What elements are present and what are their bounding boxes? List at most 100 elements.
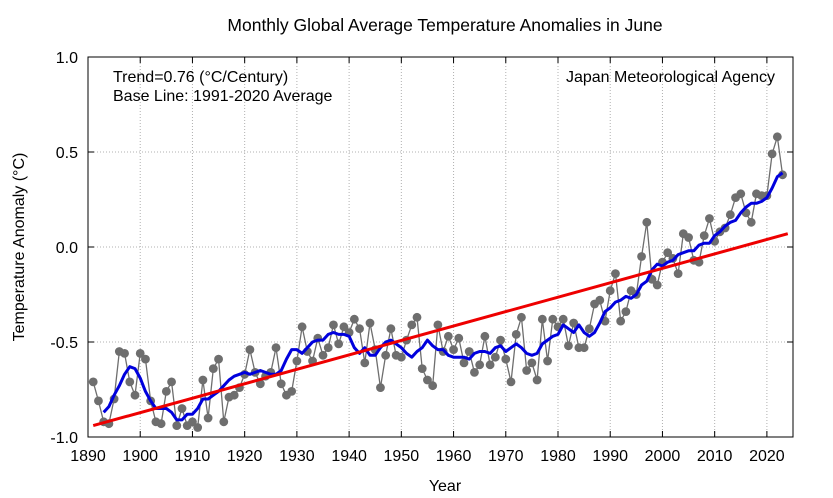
annual-data-point bbox=[88, 377, 98, 387]
annual-data-point bbox=[579, 343, 589, 353]
annual-data-point bbox=[130, 390, 140, 400]
plot-frame bbox=[87, 56, 794, 438]
annual-data-point bbox=[229, 390, 239, 400]
y-axis-label: Temperature Anomaly (°C) bbox=[11, 153, 28, 342]
annual-data-point bbox=[292, 356, 302, 366]
annual-data-point bbox=[506, 377, 516, 387]
y-tick-label: 1.0 bbox=[56, 50, 78, 67]
annual-data-point bbox=[485, 360, 495, 370]
annual-data-point bbox=[376, 383, 385, 392]
annual-data-point bbox=[407, 320, 417, 330]
annual-data-point bbox=[188, 417, 197, 427]
annual-data-point bbox=[705, 214, 714, 223]
annual-data-point bbox=[584, 324, 594, 334]
annual-data-point bbox=[318, 350, 328, 360]
y-tick-label: -0.5 bbox=[50, 335, 78, 352]
annual-data-point bbox=[276, 379, 286, 389]
annual-data-point bbox=[517, 312, 526, 322]
annual-data-point bbox=[454, 333, 464, 343]
annual-data-point bbox=[412, 312, 422, 322]
annual-data-point bbox=[558, 314, 568, 324]
annual-data-point bbox=[490, 352, 500, 362]
annual-data-point bbox=[637, 252, 646, 261]
annual-data-point bbox=[381, 350, 391, 360]
x-axis-label: Year bbox=[429, 478, 462, 495]
annual-data-point bbox=[699, 231, 709, 241]
annual-data-point bbox=[135, 349, 145, 358]
annual-data-point bbox=[423, 375, 432, 385]
x-tick-label: 1970 bbox=[488, 448, 524, 465]
annual-data-point bbox=[564, 341, 573, 351]
annual-data-point bbox=[684, 233, 693, 242]
annual-data-point bbox=[172, 421, 182, 430]
annual-data-point bbox=[433, 320, 443, 330]
annual-data-point bbox=[569, 318, 579, 328]
source-annotation: Japan Meteorological Agency bbox=[566, 69, 775, 86]
annual-data-point bbox=[522, 366, 532, 375]
annual-data-point bbox=[537, 314, 547, 324]
chart-title: Monthly Global Average Temperature Anoma… bbox=[227, 15, 662, 35]
annual-data-point bbox=[203, 413, 213, 423]
annual-data-point bbox=[605, 286, 615, 296]
x-tick-label: 1930 bbox=[279, 448, 315, 465]
annual-data-point bbox=[543, 356, 552, 366]
annual-data-point bbox=[334, 339, 344, 349]
annual-data-point bbox=[772, 132, 782, 142]
annual-data-point bbox=[177, 404, 187, 413]
annual-data-point bbox=[725, 210, 735, 220]
annual-data-point bbox=[548, 314, 558, 324]
x-tick-label: 1940 bbox=[331, 448, 367, 465]
annual-data-point bbox=[193, 423, 203, 432]
x-tick-label: 2000 bbox=[645, 448, 681, 465]
annual-data-point bbox=[386, 324, 396, 334]
annual-data-point bbox=[496, 335, 505, 345]
annual-data-point bbox=[673, 269, 683, 278]
annual-data-point bbox=[480, 331, 490, 341]
x-tick-label: 1890 bbox=[70, 448, 106, 465]
annual-data-point bbox=[271, 343, 281, 353]
annual-data-point bbox=[198, 375, 208, 385]
annual-data-point bbox=[778, 170, 787, 180]
annual-data-point bbox=[245, 345, 255, 354]
annual-data-point bbox=[287, 387, 297, 396]
annual-data-point bbox=[595, 295, 605, 305]
annual-data-point bbox=[214, 354, 223, 364]
annual-data-point bbox=[642, 217, 652, 227]
annual-data-point bbox=[746, 217, 756, 227]
x-tick-label: 1950 bbox=[384, 448, 420, 465]
ticks: 1890 1900 1910 1920 1930 1940 1950 1960 1970 1980… bbox=[50, 50, 793, 465]
x-tick-label: 2010 bbox=[697, 448, 733, 465]
annual-data-point bbox=[94, 396, 103, 406]
x-tick-label: 1920 bbox=[227, 448, 263, 465]
annual-data-point bbox=[532, 375, 542, 385]
annual-data-point bbox=[652, 280, 662, 290]
annual-data-point bbox=[355, 324, 364, 334]
annual-data-point bbox=[365, 318, 375, 328]
annual-data-point bbox=[323, 343, 333, 353]
annual-data-point bbox=[297, 322, 307, 332]
baseline-annotation: Base Line: 1991-2020 Average bbox=[113, 88, 333, 105]
trend-line bbox=[92, 232, 789, 428]
annual-data-point bbox=[459, 358, 469, 368]
annual-data-point bbox=[360, 358, 370, 368]
annual-data-point bbox=[511, 330, 521, 339]
annual-data-point bbox=[208, 364, 218, 373]
annual-data-point bbox=[443, 331, 453, 341]
x-tick-label: 1990 bbox=[592, 448, 628, 465]
x-tick-label: 2020 bbox=[749, 448, 785, 465]
annual-data-point bbox=[167, 377, 176, 387]
annual-data-point bbox=[161, 387, 171, 396]
annual-data-point bbox=[255, 379, 265, 389]
annual-series-line bbox=[92, 136, 784, 429]
annual-data-point bbox=[470, 368, 479, 377]
annual-data-point bbox=[120, 349, 129, 358]
annual-data-point bbox=[449, 345, 458, 354]
annual-data-point bbox=[736, 189, 746, 199]
annotations: Trend=0.76 (°C/Century) Base Line: 1991-… bbox=[113, 69, 775, 105]
annual-data-point bbox=[501, 354, 511, 364]
annual-data-point bbox=[767, 149, 777, 159]
annual-data-point bbox=[156, 419, 166, 429]
annual-data-point bbox=[396, 352, 406, 362]
annual-data-point bbox=[329, 320, 338, 330]
